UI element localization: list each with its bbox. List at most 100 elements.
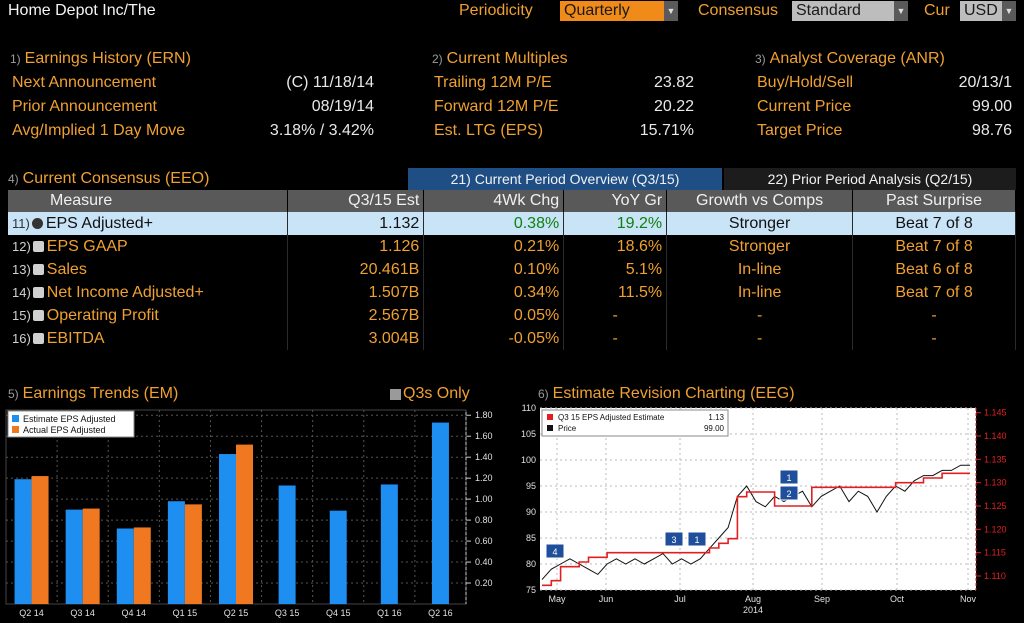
earnings-history-title[interactable]: 1) Earnings History (ERN) xyxy=(10,50,191,68)
y-tick-label: 100 xyxy=(521,455,536,465)
q3s-only-toggle[interactable]: Q3s Only xyxy=(390,385,470,403)
y-tick-label: 1.80 xyxy=(475,410,493,420)
row-label: Current Price xyxy=(757,98,852,115)
est-cell: 1.507B xyxy=(287,281,425,304)
legend-label: Estimate EPS Adjusted xyxy=(23,414,116,424)
row-index: 11) xyxy=(12,215,30,231)
row-label: Forward 12M P/E xyxy=(434,98,559,115)
revision-marker: 1 xyxy=(779,469,799,485)
current-multiples-title[interactable]: 2) Current Multiples xyxy=(432,50,568,68)
col-4wk-chg[interactable]: 4Wk Chg xyxy=(423,190,565,212)
table-row[interactable]: 16) EBITDA 3.004B -0.05% - - - xyxy=(8,327,1016,350)
table-row[interactable]: 13) Sales 20.461B 0.10% 5.1% In-line Beat… xyxy=(8,258,1016,281)
bar-estimate xyxy=(278,485,296,604)
measure-cell: 15) Operating Profit xyxy=(8,304,289,327)
estimate-revision-title[interactable]: 6) Estimate Revision Charting (EEG) xyxy=(538,385,795,403)
currency-label: Cur xyxy=(924,2,950,19)
row-label: Target Price xyxy=(757,122,843,139)
yoy-cell: 5.1% xyxy=(563,258,668,281)
est-cell: 3.004B xyxy=(287,327,425,350)
section-title-text: Current Multiples xyxy=(446,50,568,67)
legend-swatch xyxy=(547,425,553,431)
legend-label: Actual EPS Adjusted xyxy=(23,425,106,435)
table-row[interactable]: 12) EPS GAAP 1.126 0.21% 18.6% Stronger B… xyxy=(8,235,1016,258)
y-tick-label: 105 xyxy=(521,429,536,439)
radio-bullet-icon[interactable] xyxy=(32,309,44,321)
earnings-trends-title[interactable]: 5) Earnings Trends (EM) xyxy=(8,385,178,403)
consensus-label: Consensus xyxy=(698,2,779,19)
radio-bullet-icon[interactable] xyxy=(32,286,44,298)
y-tick-label: 1.00 xyxy=(475,494,493,504)
row-index: 16) xyxy=(12,330,31,346)
security-title: Home Depot Inc/The xyxy=(8,2,156,19)
legend-box xyxy=(7,410,135,438)
chevron-down-icon[interactable]: ▼ xyxy=(664,1,678,21)
bar-actual xyxy=(184,504,202,604)
row-value: 23.82 xyxy=(653,74,694,91)
legend-value: 1.13 xyxy=(708,413,724,422)
x-tick-label: Q3 15 xyxy=(275,608,300,618)
surprise-cell: Beat 7 of 8 xyxy=(852,281,1016,304)
radio-bullet-icon[interactable] xyxy=(32,263,44,275)
radio-bullet-icon[interactable] xyxy=(31,217,43,229)
row-label: Next Announcement xyxy=(12,74,157,91)
revision-marker-label: 2 xyxy=(786,489,791,499)
x-tick-label: Q1 15 xyxy=(173,608,198,618)
list-item: Est. LTG (EPS) 15.71% xyxy=(434,122,694,146)
tab-current-period[interactable]: 21) Current Period Overview (Q3/15) xyxy=(408,168,722,190)
bar-actual xyxy=(82,508,100,604)
revision-marker: 3 xyxy=(664,531,684,547)
row-label: Avg/Implied 1 Day Move xyxy=(12,122,186,139)
currency-dropdown[interactable]: USD ▼ xyxy=(960,1,1016,21)
series-revision-line xyxy=(542,472,970,587)
col-yoy-gr[interactable]: YoY Gr xyxy=(563,190,668,212)
tab-prior-period[interactable]: 22) Prior Period Analysis (Q2/15) xyxy=(724,168,1016,190)
section-title-text: Analyst Coverage (ANR) xyxy=(769,50,945,67)
row-value: 3.18% / 3.42% xyxy=(269,122,374,139)
y2-tick-label: 1.115 xyxy=(984,548,1006,558)
row-value: 08/19/14 xyxy=(311,98,374,115)
est-cell: 1.132 xyxy=(287,212,425,235)
chevron-down-icon[interactable]: ▼ xyxy=(1002,1,1016,21)
legend-value: 99.00 xyxy=(704,424,725,433)
revision-marker: 2 xyxy=(779,485,799,501)
revision-marker-label: 4 xyxy=(552,547,557,557)
table-row[interactable]: 14) Net Income Adjusted+ 1.507B 0.34% 11.… xyxy=(8,281,1016,304)
legend-swatch xyxy=(12,426,19,433)
current-multiples-rows: Trailing 12M P/E 23.82 Forward 12M P/E 20.… xyxy=(434,74,694,146)
legend-label: Price xyxy=(558,424,577,433)
radio-bullet-icon[interactable] xyxy=(32,240,44,252)
yoy-cell: 11.5% xyxy=(563,281,668,304)
yoy-cell: 19.2% xyxy=(563,212,668,235)
row-value: (C) 11/18/14 xyxy=(286,74,374,91)
x-tick-label: Q3 14 xyxy=(70,608,95,618)
measure-cell: 11) EPS Adjusted+ xyxy=(8,212,289,235)
y-tick-label: 0.60 xyxy=(475,536,493,546)
row-value: 99.00 xyxy=(971,98,1012,115)
col-measure[interactable]: Measure xyxy=(8,190,289,212)
col-growth-vs-comps[interactable]: Growth vs Comps xyxy=(666,190,854,212)
yoy-cell: 18.6% xyxy=(563,235,668,258)
periodicity-dropdown[interactable]: Quarterly ▼ xyxy=(560,1,678,21)
chevron-down-icon[interactable]: ▼ xyxy=(894,1,908,21)
checkbox-icon[interactable] xyxy=(390,388,401,400)
section-number: 2) xyxy=(432,52,443,66)
section-number: 6) xyxy=(538,387,549,401)
x-tick-label: Q4 14 xyxy=(122,608,147,618)
table-row[interactable]: 15) Operating Profit 2.567B 0.05% - - - xyxy=(8,304,1016,327)
col-past-surprise[interactable]: Past Surprise xyxy=(852,190,1016,212)
chg-cell: 0.10% xyxy=(423,258,565,281)
col-est[interactable]: Q3/15 Est xyxy=(287,190,425,212)
section-title-text: Current Consensus (EEO) xyxy=(22,170,210,187)
bar-estimate xyxy=(219,454,236,604)
consensus-dropdown[interactable]: Standard ▼ xyxy=(792,1,908,21)
analyst-coverage-title[interactable]: 3) Analyst Coverage (ANR) xyxy=(755,50,945,68)
section-number: 1) xyxy=(10,52,21,66)
legend-box xyxy=(541,409,729,437)
table-row[interactable]: 11) EPS Adjusted+ 1.132 0.38% 19.2% Stron… xyxy=(8,212,1016,235)
y-tick-label: 1.20 xyxy=(475,473,493,483)
series-price-line xyxy=(541,464,970,580)
current-consensus-title[interactable]: 4) Current Consensus (EEO) xyxy=(8,170,209,188)
row-index: 12) xyxy=(12,238,31,254)
radio-bullet-icon[interactable] xyxy=(32,332,44,344)
